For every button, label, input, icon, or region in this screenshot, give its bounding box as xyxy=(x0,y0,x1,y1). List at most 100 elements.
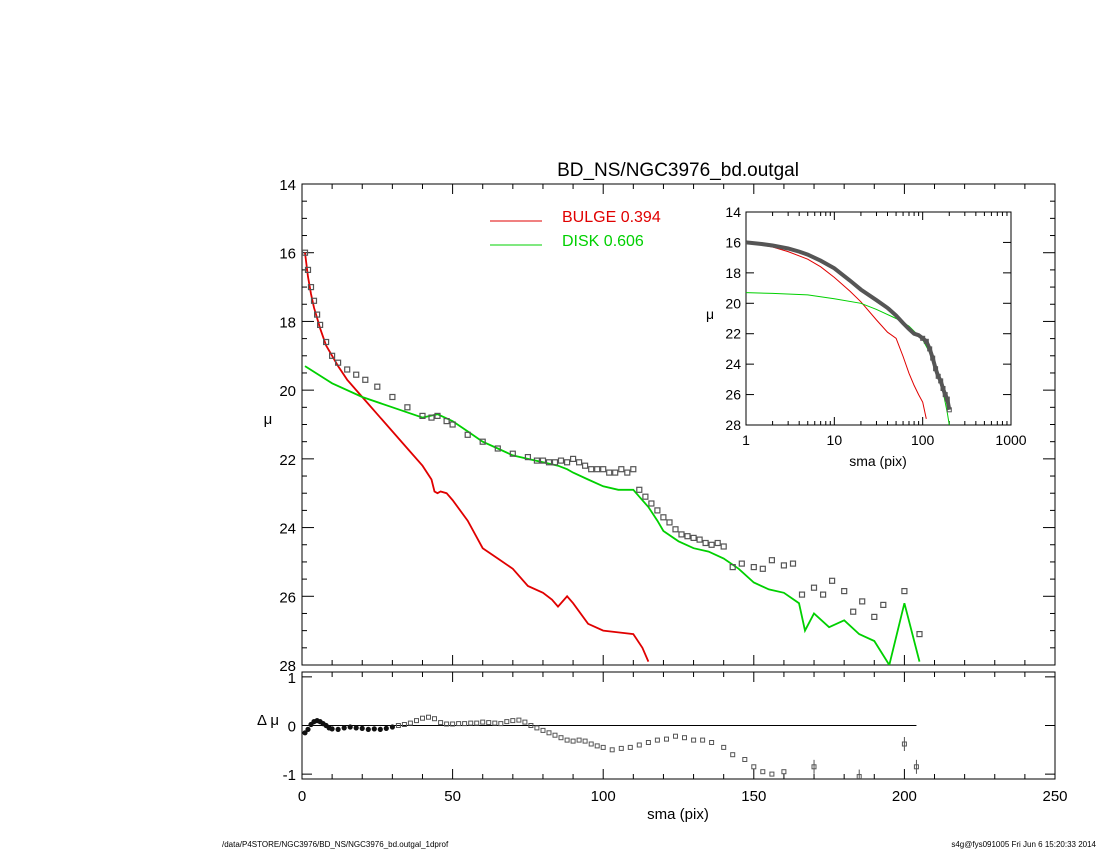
data-point xyxy=(630,466,637,473)
inset-clip-clipped xyxy=(746,240,952,425)
residual-point xyxy=(498,721,504,727)
residual-point xyxy=(709,740,715,745)
data-point xyxy=(310,297,318,304)
data-point xyxy=(428,414,435,421)
data-point xyxy=(690,534,697,542)
residual-point xyxy=(389,724,395,730)
data-point xyxy=(880,601,887,609)
residual-point xyxy=(432,716,437,722)
data-point xyxy=(798,591,806,598)
residual-point xyxy=(742,757,748,762)
data-point xyxy=(708,541,715,548)
residual-point xyxy=(504,719,510,725)
data-point xyxy=(569,455,577,462)
residual-point xyxy=(781,769,787,775)
inset-y-axis-label: μ xyxy=(706,306,714,322)
data-point xyxy=(612,469,619,476)
data-point xyxy=(660,514,667,521)
data-point xyxy=(606,469,613,476)
data-point xyxy=(714,539,721,547)
inset-y-tick-label: 14 xyxy=(725,204,741,220)
legend-label-disk: DISK 0.606 xyxy=(562,233,644,250)
data-point xyxy=(810,584,818,591)
data-point xyxy=(449,421,456,428)
residual-point xyxy=(558,735,564,741)
data-point xyxy=(768,557,776,564)
disk-model-line xyxy=(304,365,921,665)
data-point xyxy=(389,393,396,401)
residual-x-tick-label: 200 xyxy=(892,788,917,805)
inset-y-tick-label: 26 xyxy=(725,387,741,403)
data-point xyxy=(720,543,727,550)
data-point xyxy=(335,359,342,366)
residual-point xyxy=(600,744,606,750)
residual-y-tick-label: 0 xyxy=(288,719,296,736)
data-point xyxy=(307,284,315,291)
main-y-axis-label: μ xyxy=(264,411,273,428)
residual-point xyxy=(645,740,651,745)
residual-point xyxy=(730,752,736,758)
inset-data-point xyxy=(933,366,939,372)
residual-point xyxy=(664,736,669,742)
inset-data-point xyxy=(944,396,950,402)
main-y-tick-label: 14 xyxy=(279,177,296,194)
residual-plot-marks: 0 50 100 150 200 250-101 xyxy=(283,670,1068,805)
residual-point xyxy=(335,726,341,733)
data-point xyxy=(684,533,691,540)
residual-point xyxy=(673,733,678,739)
data-point xyxy=(594,466,601,473)
chart-legend: BULGE 0.394 DISK 0.606 xyxy=(490,209,661,250)
inset-x-tick-label: 1 xyxy=(742,432,750,448)
residual-point xyxy=(383,725,389,732)
data-point xyxy=(618,466,625,473)
inset-data-point xyxy=(930,355,936,361)
data-point xyxy=(702,539,709,547)
residual-point xyxy=(540,727,546,733)
data-point xyxy=(374,383,381,390)
residual-point xyxy=(516,717,522,723)
data-point xyxy=(557,457,565,464)
residual-point xyxy=(377,726,383,733)
residual-point xyxy=(618,745,624,751)
data-point xyxy=(304,266,312,273)
main-y-tick-label: 22 xyxy=(279,452,296,469)
data-point xyxy=(434,412,441,419)
main-clip-clipped xyxy=(302,249,923,665)
data-point xyxy=(780,562,788,569)
residual-point xyxy=(534,725,540,731)
data-point xyxy=(551,459,559,466)
residual-point xyxy=(371,726,377,732)
data-point xyxy=(828,577,836,584)
residual-point xyxy=(353,725,359,731)
data-point xyxy=(479,438,486,445)
residual-point xyxy=(636,742,642,748)
residual-y-tick-label: 1 xyxy=(288,670,296,687)
residual-point xyxy=(420,715,425,721)
data-point xyxy=(317,321,324,328)
residual-point xyxy=(760,769,766,775)
data-point xyxy=(533,457,541,464)
data-point xyxy=(575,459,583,466)
residual-point xyxy=(510,718,516,724)
data-point xyxy=(636,486,643,493)
residual-x-axis-label: sma (pix) xyxy=(647,806,709,823)
residual-point xyxy=(552,732,558,738)
residual-point xyxy=(721,744,727,750)
residual-point xyxy=(365,726,371,733)
data-point xyxy=(789,560,797,567)
residual-clip-clipped xyxy=(302,714,919,779)
data-point xyxy=(539,457,547,464)
inset-y-tick-label: 28 xyxy=(725,417,741,433)
residual-point xyxy=(474,720,480,726)
data-point xyxy=(314,311,321,318)
inset-data-point xyxy=(923,338,929,344)
residual-point xyxy=(438,720,444,726)
data-point xyxy=(494,445,501,452)
residual-point xyxy=(582,738,588,744)
footer-timestamp: s4g@fys091005 Fri Jun 6 15:20:33 2014 xyxy=(951,840,1096,849)
data-point xyxy=(600,466,607,473)
residual-point xyxy=(627,744,633,750)
main-y-tick-label: 24 xyxy=(279,521,296,538)
data-point xyxy=(648,500,655,507)
inset-plot-marks: 1 10 100 1000 14 16 18 20 22 24 26 28 xyxy=(725,204,1026,448)
